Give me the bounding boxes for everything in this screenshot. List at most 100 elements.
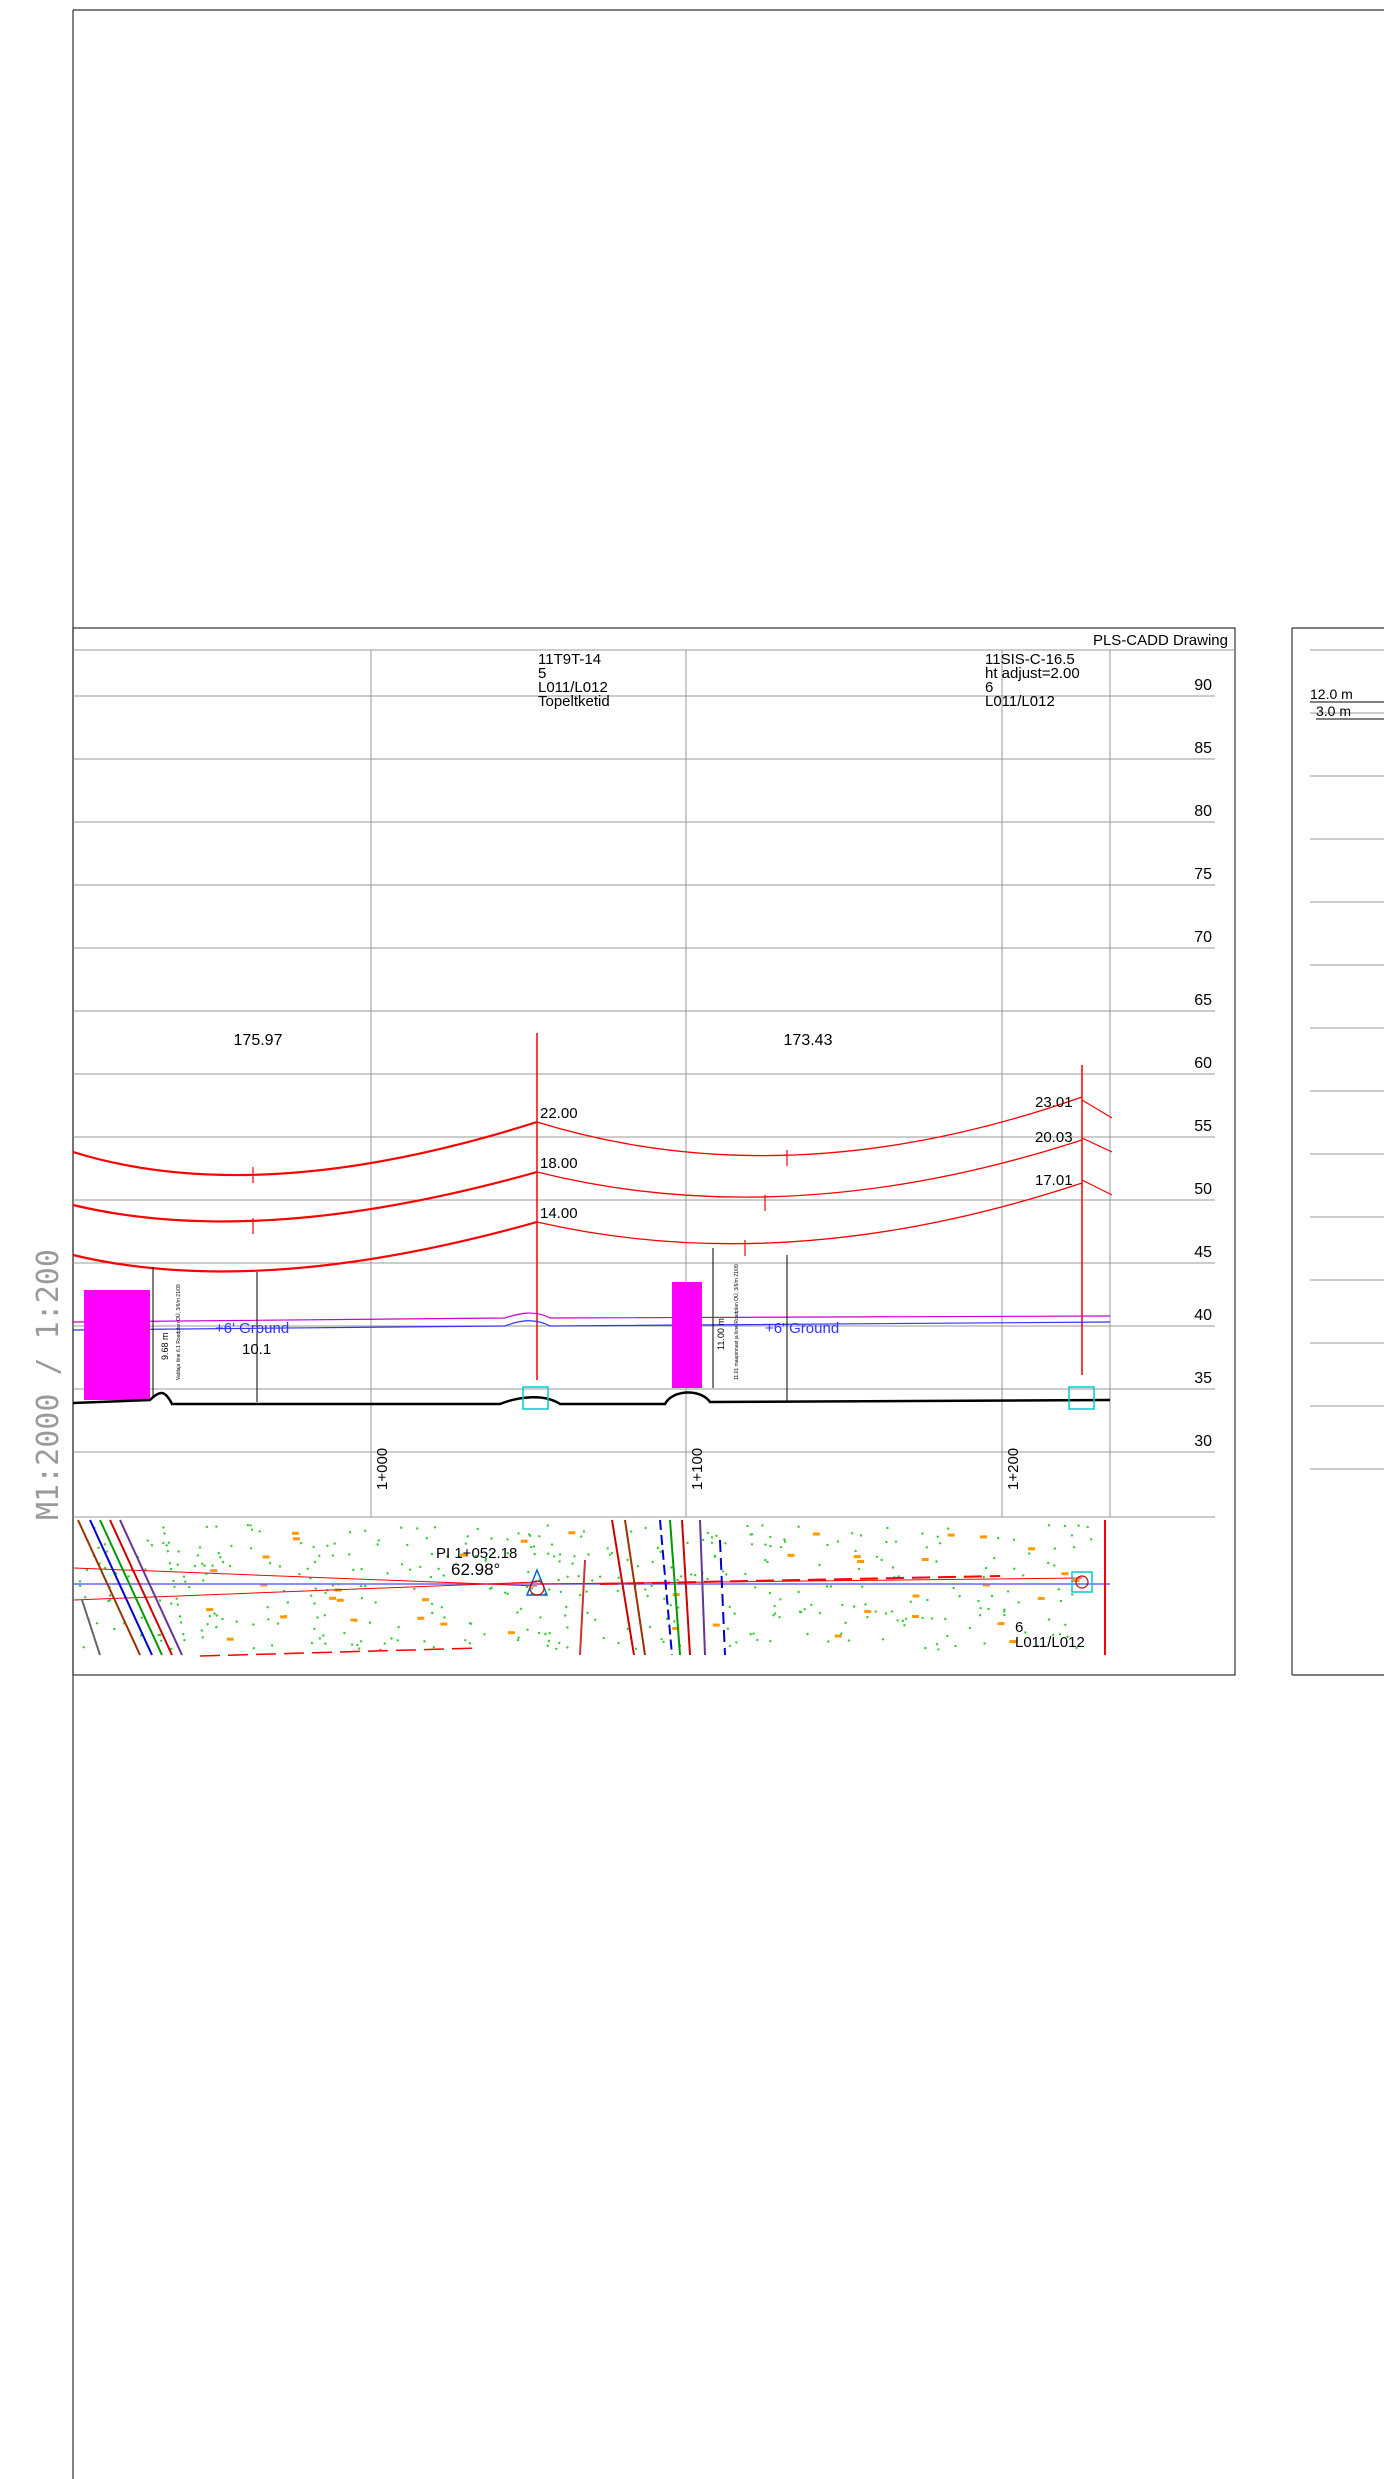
vegetation-dot xyxy=(558,1553,562,1556)
vegetation-dot xyxy=(249,1547,253,1550)
vegetation-dot xyxy=(710,1541,714,1545)
plan-feature-mark xyxy=(947,1533,955,1537)
vegetation-dot xyxy=(1053,1547,1057,1550)
vegetation-dot xyxy=(85,1568,89,1572)
vegetation-dot xyxy=(558,1641,561,1645)
height-right-mid: 20.03 xyxy=(1035,1129,1073,1146)
vegetation-dot xyxy=(310,1594,313,1597)
vegetation-dot xyxy=(1058,1633,1062,1636)
vegetation-dot xyxy=(553,1555,556,1558)
vegetation-dot xyxy=(875,1555,879,1559)
vegetation-dot xyxy=(104,1566,107,1570)
vegetation-dot xyxy=(172,1579,175,1583)
plan-feature-mark xyxy=(280,1615,288,1619)
plan-feature-mark xyxy=(982,1583,990,1587)
vegetation-dot xyxy=(566,1626,569,1629)
vegetation-dot xyxy=(78,1584,82,1588)
vegetation-dot xyxy=(537,1631,541,1635)
vegetation-dot xyxy=(836,1540,840,1543)
vegetation-dot xyxy=(1071,1593,1074,1596)
plan-road-middle xyxy=(579,1519,726,1656)
vegetation-dot xyxy=(468,1642,472,1645)
vegetation-dot xyxy=(484,1557,488,1561)
vegetation-dot xyxy=(179,1621,183,1624)
vegetation-dot xyxy=(519,1607,523,1611)
second-sheet: 12.0 m 3.0 m xyxy=(1291,627,1384,1676)
vegetation-dot xyxy=(577,1575,580,1578)
clearance-left-label: +6' Ground xyxy=(215,1320,289,1337)
vegetation-dot xyxy=(582,1530,586,1533)
vegetation-dot xyxy=(829,1585,833,1588)
vegetation-dot xyxy=(924,1646,927,1650)
elevation-tick-label: 70 xyxy=(1194,929,1212,946)
plan-right-struct-line1: 6 xyxy=(1015,1619,1023,1636)
vegetation-dot xyxy=(144,1568,147,1571)
vegetation-dot xyxy=(952,1586,955,1590)
vegetation-dot xyxy=(490,1537,493,1540)
vegetation-dot xyxy=(1003,1613,1006,1617)
plan-feature-mark xyxy=(291,1531,299,1535)
plan-feature-mark xyxy=(997,1622,1005,1626)
plan-feature-mark xyxy=(260,1583,268,1587)
vegetation-dot xyxy=(506,1592,509,1596)
vegetation-dot xyxy=(160,1639,163,1643)
plan-feature-mark xyxy=(911,1615,919,1618)
vegetation-dot xyxy=(733,1612,736,1615)
conductor-right-mid xyxy=(536,1139,1083,1198)
vegetation-dot xyxy=(546,1644,549,1648)
vegetation-dot xyxy=(430,1602,434,1606)
vegetation-dot xyxy=(491,1551,495,1555)
vegetation-dot xyxy=(650,1584,653,1588)
vegetation-dot xyxy=(246,1523,250,1527)
vegetation-dot xyxy=(359,1640,363,1643)
conductor-left-mid xyxy=(72,1170,538,1223)
conductor-left-bottom xyxy=(72,1220,538,1273)
vegetation-dot xyxy=(874,1610,877,1613)
vegetation-dot xyxy=(857,1567,861,1571)
vegetation-dot xyxy=(167,1541,170,1544)
clearance-left-note: 9.68 m xyxy=(160,1332,170,1360)
elevation-tick-label: 50 xyxy=(1194,1181,1212,1198)
ground-offset-line xyxy=(72,1320,1111,1331)
vegetation-dot xyxy=(673,1620,676,1623)
vegetation-dot xyxy=(677,1606,680,1609)
vegetation-dot xyxy=(431,1611,434,1615)
vegetation-dot xyxy=(442,1574,445,1577)
clearance-right-label: +6' Ground xyxy=(765,1320,839,1337)
vegetation-dot xyxy=(756,1638,759,1642)
vegetation-dot xyxy=(891,1566,895,1569)
vegetation-dot xyxy=(433,1526,437,1529)
vegetation-dot xyxy=(580,1535,583,1538)
vegetation-dot xyxy=(173,1585,176,1589)
vegetation-dot xyxy=(925,1546,928,1549)
vegetation-dot xyxy=(528,1534,532,1538)
vegetation-dot xyxy=(610,1551,614,1555)
vegetation-dot xyxy=(764,1543,767,1546)
profile-grid xyxy=(73,649,1235,1518)
vegetation-dot xyxy=(585,1590,588,1593)
vegetation-dot xyxy=(735,1641,738,1644)
vegetation-dot xyxy=(901,1619,905,1623)
vegetation-dot xyxy=(95,1622,99,1625)
vegetation-dot xyxy=(921,1532,924,1535)
vegetation-dot xyxy=(213,1612,216,1615)
vegetation-dot xyxy=(744,1572,747,1576)
vegetation-dot xyxy=(202,1579,205,1582)
vegetation-dot xyxy=(203,1564,206,1567)
vegetation-dot xyxy=(617,1641,620,1645)
vegetation-dot xyxy=(752,1632,755,1635)
vegetation-dot xyxy=(665,1617,669,1621)
vegetation-dot xyxy=(390,1637,393,1640)
vegetation-dot xyxy=(861,1585,864,1588)
vegetation-dot xyxy=(669,1604,672,1607)
vegetation-dot xyxy=(360,1597,364,1600)
plan-feature-mark xyxy=(864,1610,872,1613)
vegetation-dot xyxy=(413,1587,416,1591)
vegetation-dot xyxy=(749,1633,752,1636)
vegetation-dot xyxy=(516,1611,519,1614)
vegetation-dot xyxy=(579,1593,582,1597)
vegetation-dot xyxy=(706,1531,709,1535)
vegetation-dot xyxy=(376,1543,379,1546)
vegetation-dot xyxy=(506,1551,509,1555)
vegetation-dot xyxy=(806,1632,809,1636)
